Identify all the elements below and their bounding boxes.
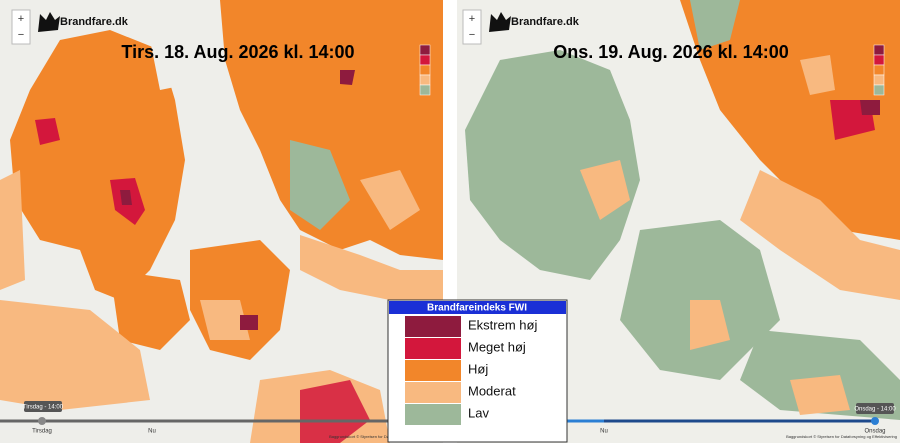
zoom-out[interactable]: −	[18, 29, 24, 41]
logo-icon	[38, 12, 60, 32]
timeline-tick: Nu	[148, 429, 156, 435]
mini-legend-swatch	[873, 54, 885, 66]
legend-swatch	[405, 338, 461, 359]
logo: Brandfare.dk	[60, 16, 129, 28]
map-title: Tirs. 18. Aug. 2026 kl. 14:00	[121, 42, 354, 62]
time-label-box	[856, 403, 894, 414]
mini-legend-swatch	[419, 44, 431, 56]
time-label: Tirsdag - 14:00	[23, 405, 64, 411]
legend-title: Brandfareindeks FWI	[427, 303, 527, 314]
zoom-in[interactable]: +	[469, 13, 475, 25]
attribution: Baggrundskort © Styrelsen for Dataforsyn…	[329, 434, 440, 439]
legend-swatch	[405, 404, 461, 425]
attribution: Baggrundskort © Styrelsen for Dataforsyn…	[786, 434, 897, 439]
legend-swatch	[405, 382, 461, 403]
zoom-in[interactable]: +	[18, 13, 24, 25]
timeline-tick: Tirsdag	[32, 429, 52, 435]
mini-legend-swatch	[419, 64, 431, 76]
mini-legend-swatch	[873, 74, 885, 86]
timeline-handle[interactable]	[871, 417, 879, 425]
time-label: Onsdag - 14:00	[854, 407, 896, 413]
timeline-tick: Nu	[600, 429, 608, 435]
mini-legend-swatch	[419, 84, 431, 96]
legend-swatch	[405, 360, 461, 381]
map-title: Ons. 19. Aug. 2026 kl. 14:00	[553, 42, 788, 62]
zoom-out[interactable]: −	[469, 29, 475, 41]
legend-label: Lav	[468, 405, 489, 420]
logo: Brandfare.dk	[511, 16, 580, 28]
mini-legend-swatch	[873, 84, 885, 96]
mini-legend-swatch	[419, 54, 431, 66]
legend-label: Moderat	[468, 383, 516, 398]
map-right[interactable]	[457, 0, 900, 443]
logo-icon	[489, 12, 511, 32]
legend-label: Meget høj	[468, 339, 526, 354]
zoom-control: + − + −	[11, 9, 482, 45]
mini-legend-swatch	[873, 64, 885, 76]
time-label-box	[24, 401, 62, 412]
legend-label: Ekstrem høj	[468, 317, 537, 332]
mini-legend-swatch	[419, 74, 431, 86]
mini-legend-swatch	[873, 44, 885, 56]
timeline-tick: Onsdag	[864, 429, 885, 435]
timeline-handle[interactable]	[38, 417, 46, 425]
legend-swatch	[405, 316, 461, 337]
legend-label: Høj	[468, 361, 488, 376]
map-left[interactable]	[0, 0, 443, 443]
legend: Brandfareindeks FWI Ekstrem høj Meget høj…	[387, 299, 568, 443]
